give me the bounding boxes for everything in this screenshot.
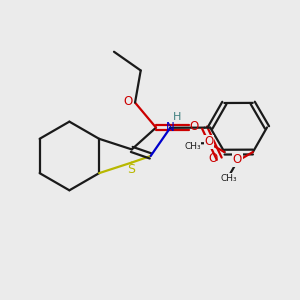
Text: N: N [166,121,175,134]
Text: S: S [127,163,135,176]
Text: O: O [204,135,214,148]
Text: O: O [124,95,133,109]
Text: O: O [189,120,199,133]
Text: CH₃: CH₃ [221,174,238,183]
Text: H: H [172,112,181,122]
Text: O: O [233,153,242,166]
Text: O: O [208,152,218,165]
Text: CH₃: CH₃ [184,142,201,151]
